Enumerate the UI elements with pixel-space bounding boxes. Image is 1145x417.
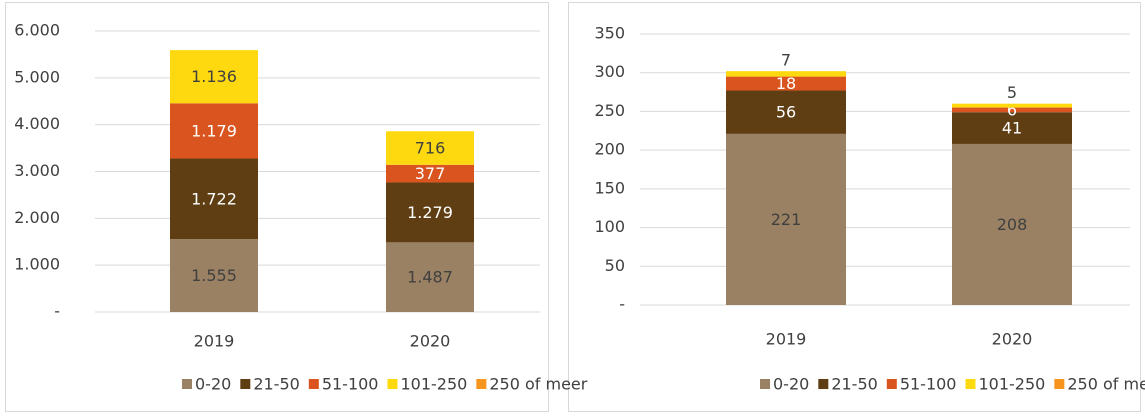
bar-segment — [386, 131, 474, 165]
y-tick-label: 200 — [594, 140, 625, 159]
bar-segment — [952, 143, 1072, 305]
data-label: 1.722 — [191, 189, 237, 208]
data-label: 377 — [415, 164, 446, 183]
legend-label: 51-100 — [900, 375, 957, 394]
x-tick-label: 2019 — [766, 330, 807, 349]
y-tick-label: 300 — [594, 62, 625, 81]
bar-segment — [726, 90, 846, 134]
data-label: 221 — [771, 210, 802, 229]
bar-segment — [170, 239, 258, 312]
legend-label: 250 of meer — [1067, 375, 1145, 394]
y-tick-label: 250 — [594, 101, 625, 120]
legend-swatch — [1054, 379, 1065, 389]
data-label: 1.136 — [191, 67, 237, 86]
legend-label: 21-50 — [831, 375, 878, 394]
chart-frame — [568, 2, 1141, 412]
y-tick-label: 4.000 — [14, 114, 60, 133]
legend-swatch — [760, 379, 770, 389]
legend-swatch — [886, 379, 897, 389]
x-tick-label: 2020 — [992, 330, 1033, 349]
y-tick-label: 100 — [594, 217, 625, 236]
y-tick-label: 150 — [594, 178, 625, 197]
y-tick-label: 50 — [605, 256, 625, 275]
y-tick-label: 1.000 — [14, 255, 60, 274]
bar-segment — [952, 103, 1072, 108]
bar-segment — [726, 76, 846, 91]
data-label: 1.179 — [191, 121, 237, 140]
legend-swatch — [240, 379, 251, 389]
data-label: 6 — [1007, 100, 1017, 119]
bar-segment — [952, 107, 1072, 113]
data-label: 208 — [997, 215, 1028, 234]
y-tick-label: 5.000 — [14, 67, 60, 86]
data-label: 716 — [415, 139, 446, 158]
bar-segment — [726, 133, 846, 305]
legend-label: 250 of meer — [489, 375, 587, 394]
legend-swatch — [476, 379, 487, 389]
bar-segment — [170, 50, 258, 104]
y-tick-label: 6.000 — [14, 21, 60, 40]
chart-frame — [5, 2, 549, 412]
legend-swatch — [308, 379, 319, 389]
bar-segment — [386, 242, 474, 312]
data-label: 5 — [1007, 83, 1017, 102]
data-label: 7 — [781, 51, 791, 70]
legend-label: 0-20 — [195, 375, 231, 394]
legend-label: 0-20 — [773, 375, 809, 394]
y-tick-label: 3.000 — [14, 161, 60, 180]
legend-swatch — [818, 379, 829, 389]
legend-swatch — [387, 379, 398, 389]
data-label: 1.279 — [407, 203, 453, 222]
bar-segment — [170, 103, 258, 159]
y-tick-label: 2.000 — [14, 208, 60, 227]
x-tick-label: 2020 — [410, 332, 451, 351]
legend-label: 51-100 — [322, 375, 379, 394]
bar-segment — [386, 164, 474, 183]
bar-segment — [170, 158, 258, 240]
legend-swatch — [182, 379, 192, 389]
data-label: 18 — [776, 74, 796, 93]
y-tick-label: - — [619, 295, 625, 314]
data-label: 41 — [1002, 119, 1022, 138]
data-label: 1.487 — [407, 268, 453, 287]
data-label: 1.555 — [191, 266, 237, 285]
data-label: 56 — [776, 103, 796, 122]
y-tick-label: 350 — [594, 24, 625, 43]
legend-label: 101-250 — [978, 375, 1045, 394]
legend-label: 101-250 — [400, 375, 467, 394]
bar-segment — [726, 71, 846, 77]
x-tick-label: 2019 — [194, 332, 235, 351]
legend-swatch — [965, 379, 976, 389]
y-tick-label: - — [54, 302, 60, 321]
bar-segment — [386, 182, 474, 243]
legend-label: 21-50 — [253, 375, 300, 394]
bar-segment — [952, 112, 1072, 144]
